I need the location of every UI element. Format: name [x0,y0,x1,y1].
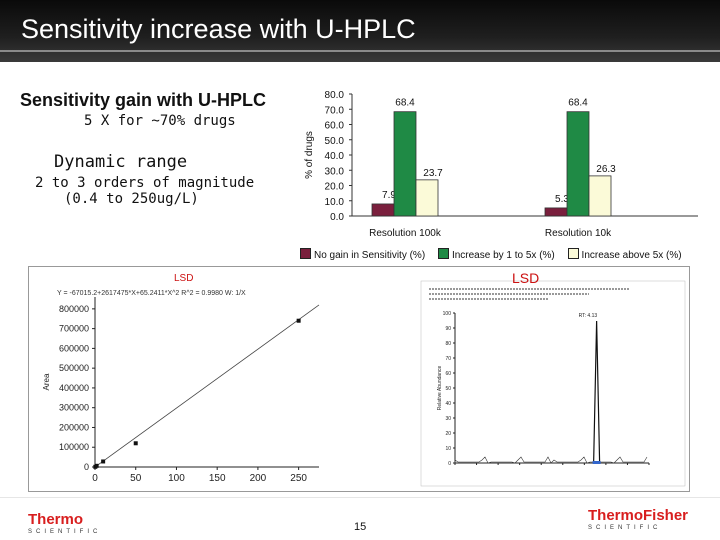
cal-x-tick-label: 100 [168,473,185,484]
cal-y-tick-label: 700000 [59,324,89,334]
sub-dynamic-range-1: 2 to 3 orders of magnitude [35,175,255,191]
bar [588,175,612,217]
footer-rule [0,497,720,498]
thermofisher-logo: ThermoFisher SCIENTIFIC [588,507,688,531]
lsd-y-tick-label: 0 [448,461,451,467]
lsd-y-tick-label: 30 [445,416,451,422]
cal-y-tick-label: 600000 [59,343,89,353]
fit-line [95,304,320,468]
bar [544,207,568,217]
category-label: Resolution 10k [545,228,612,239]
legend-label: Increase above 5x (%) [581,250,682,261]
data-label: 5.3 [555,194,569,205]
lsd-baseline-noise [454,456,648,464]
legend-item-above-5x: Increase above 5x (%) [567,248,682,261]
cal-y-tick-label: 400000 [59,383,89,393]
data-label: 68.4 [395,98,415,109]
lsd-peak-marker [592,461,601,464]
lsd-y-tick-label: 20 [445,431,451,437]
lsd-frame [420,280,686,487]
data-label: 7.9 [382,190,396,201]
legend-swatch [437,248,449,259]
cal-x-tick-label: 250 [290,473,307,484]
logo-brand: ThermoFisher [588,507,689,524]
cal-x-tick-label: 200 [250,473,267,484]
lsd-y-tick-label: 10 [445,446,451,452]
heading-sensitivity: Sensitivity gain with U-HPLC [20,90,267,110]
y-tick-label: 80.0 [325,90,345,101]
lsd-peak [593,320,601,464]
cal-y-axis-label: Area [42,373,51,390]
cal-y-tick-label: 500000 [59,363,89,373]
cal-y-tick-label: 0 [84,462,89,472]
logo-brand: Thermo [28,511,84,528]
y-tick-label: 30.0 [325,166,345,177]
data-point [296,318,301,323]
legend-item-no-gain: No gain in Sensitivity (%) [300,248,426,261]
heading-dynamic-range: Dynamic range [54,152,188,172]
y-axis-label: % of drugs [304,131,315,179]
data-point [101,459,106,464]
data-label: 23.7 [423,168,443,179]
lsd-y-axis-label: Relative Abundance [437,366,443,411]
slide-title: Sensitivity increase with U-HPLC [21,14,416,44]
logo-tag: SCIENTIFIC [588,525,662,531]
lsd-y-tick-label: 50 [445,386,451,392]
data-label: 26.3 [596,164,616,175]
calibration-equation: Y = -67015.2+2617475*X+65.2411*X^2 R^2 =… [57,290,246,297]
lsd-chromatogram: 0 10 20 30 40 50 60 70 80 90 100 Relative Abundance… [420,280,686,487]
legend-label: Increase by 1 to 5x (%) [451,250,555,261]
y-tick-label: 0.0 [330,212,344,223]
y-tick-label: 60.0 [325,121,345,132]
title-bar: Sensitivity increase with U-HPLC [0,0,720,62]
y-tick-label: 20.0 [325,182,345,193]
calibration-title: LSD [174,273,193,284]
y-tick-label: 40.0 [325,151,345,162]
cal-y-tick-label: 300000 [59,403,89,413]
bar [393,111,417,217]
thermo-logo: Thermo SCIENTIFIC [28,511,101,535]
lsd-label: LSD [512,270,540,286]
bar [415,179,439,217]
legend-swatch [300,248,311,259]
legend-item-1-5x: Increase by 1 to 5x (%) [437,248,555,261]
bar-chart-legend: No gain in Sensitivity (%) Increase by 1… [300,248,682,261]
screenshot-panel: LSD Y = -67015.2+2617475*X+65.2411*X^2 R^… [28,266,690,492]
data-point [94,463,99,468]
data-label: 68.4 [568,98,588,109]
logo-tag: SCIENTIFIC [28,529,102,535]
y-tick-label: 50.0 [325,136,345,147]
lsd-y-tick-label: 100 [443,311,452,317]
cal-x-tick-label: 0 [92,473,98,484]
cal-x-tick-label: 150 [209,473,226,484]
legend-label: No gain in Sensitivity (%) [314,250,426,261]
lsd-y-tick-label: 60 [445,371,451,377]
category-label: Resolution 100k [369,228,442,239]
y-tick-label: 70.0 [325,105,345,116]
bar [566,111,590,217]
lsd-y-tick-label: 70 [445,356,451,362]
lsd-y-tick-label: 90 [445,326,451,332]
cal-x-tick-label: 50 [130,473,142,484]
cal-y-tick-label: 800000 [59,304,89,314]
bar [371,203,395,217]
legend-swatch [567,248,579,259]
lsd-peak-label: RT: 4.13 [579,313,598,319]
data-point [133,441,138,446]
title-rule [0,50,720,52]
sub-sensitivity: 5 X for ~70% drugs [84,113,236,129]
sub-dynamic-range-2: (0.4 to 250ug/L) [64,191,199,207]
y-tick-label: 10.0 [325,197,345,208]
cal-y-tick-label: 100000 [59,442,89,452]
page-number: 15 [354,521,367,533]
lsd-y-tick-label: 40 [445,401,451,407]
lsd-y-tick-label: 80 [445,341,451,347]
calibration-curve-chart: LSD Y = -67015.2+2617475*X+65.2411*X^2 R^… [42,273,320,484]
sensitivity-bar-chart: 0.0 10.0 20.0 30.0 40.0 50.0 60.0 70.0 80.0 % of … [304,90,698,239]
cal-y-tick-label: 200000 [59,422,89,432]
